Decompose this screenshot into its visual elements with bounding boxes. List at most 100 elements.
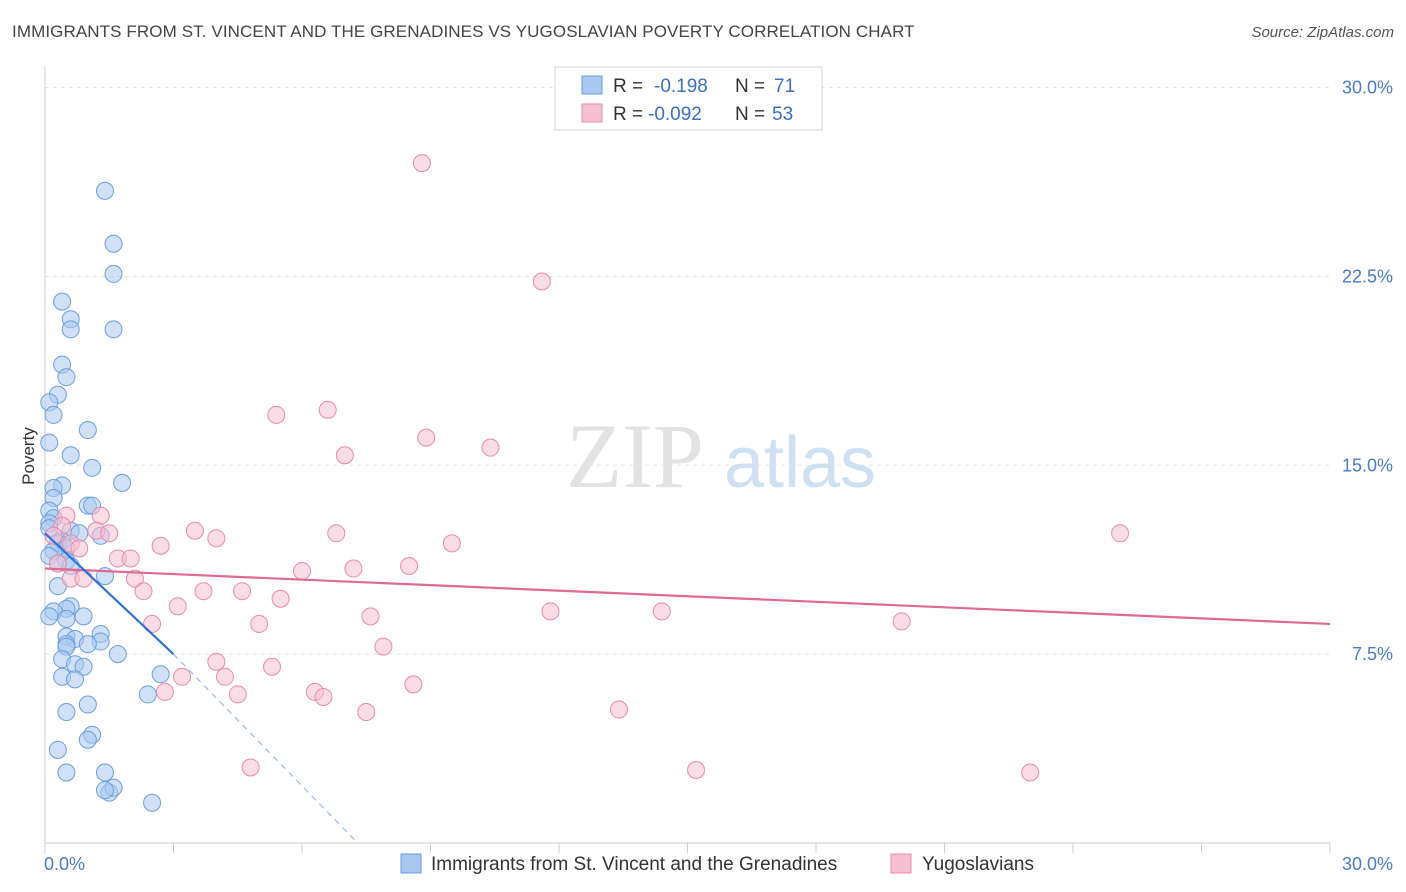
trend-line-blue-extension (173, 653, 359, 844)
data-point-pink (173, 667, 192, 686)
legend-n-label-pink: N = (735, 104, 765, 125)
data-point-blue (74, 657, 93, 676)
data-point-blue (83, 458, 102, 477)
data-point-blue (104, 320, 123, 339)
data-point-blue (95, 763, 114, 782)
data-point-pink (442, 534, 461, 553)
data-point-pink (1021, 763, 1040, 782)
legend-r-value-pink: -0.092 (648, 104, 702, 125)
legend-swatch-pink (581, 103, 603, 123)
data-point-pink (1111, 524, 1130, 543)
data-point-pink (151, 536, 170, 555)
data-point-blue (95, 781, 114, 800)
data-point-blue (40, 433, 59, 452)
x-tick-label-max: 30.0% (1342, 854, 1393, 874)
data-point-blue (48, 740, 67, 759)
data-point-pink (44, 526, 63, 545)
data-point-pink (892, 612, 911, 631)
data-point-pink (541, 602, 560, 621)
data-point-pink (185, 521, 204, 540)
data-point-pink (361, 607, 380, 626)
series-legend-label-pink: Yugoslavians (922, 854, 1034, 875)
data-point-pink (532, 272, 551, 291)
series-pink-points (44, 154, 1130, 782)
data-point-pink (100, 524, 119, 543)
data-point-pink (233, 582, 252, 601)
data-point-blue (53, 292, 72, 311)
series-legend-label-blue: Immigrants from St. Vincent and the Gren… (431, 854, 837, 875)
data-point-pink (121, 549, 140, 568)
grid-lines (45, 87, 1330, 655)
chart-source: Source: ZipAtlas.com (1251, 24, 1394, 41)
legend-n-label-blue: N = (735, 76, 765, 97)
data-point-blue (78, 730, 97, 749)
data-point-blue (95, 181, 114, 200)
data-point-pink (207, 529, 226, 548)
data-point-pink (344, 559, 363, 578)
series-legend: Immigrants from St. Vincent and the Gren… (400, 853, 1034, 875)
data-point-pink (143, 614, 162, 633)
data-point-blue (143, 793, 162, 812)
data-point-pink (404, 675, 423, 694)
data-point-pink (609, 700, 628, 719)
y-tick-labels: 7.5% 15.0% 22.5% 30.0% (1342, 78, 1393, 665)
data-point-pink (652, 602, 671, 621)
y-tick-label: 30.0% (1342, 78, 1393, 98)
y-tick-label: 22.5% (1342, 266, 1393, 286)
data-point-pink (168, 597, 187, 616)
data-point-pink (125, 569, 144, 588)
data-point-pink (228, 685, 247, 704)
data-point-pink (194, 582, 213, 601)
legend-r-value-blue: -0.198 (654, 76, 708, 97)
data-point-blue (57, 368, 76, 387)
data-point-pink (48, 554, 67, 573)
axes (44, 67, 1331, 853)
correlation-legend: R = -0.198 N = 71 R = -0.092 N = 53 (554, 66, 823, 131)
chart-title: IMMIGRANTS FROM ST. VINCENT AND THE GREN… (12, 22, 915, 41)
data-point-blue (65, 670, 84, 689)
data-point-pink (481, 438, 500, 457)
data-point-pink (374, 637, 393, 656)
data-point-blue (44, 405, 63, 424)
data-point-pink (417, 428, 436, 447)
data-point-pink (70, 539, 89, 558)
series-legend-swatch-blue (400, 853, 422, 874)
data-point-pink (134, 582, 153, 601)
data-point-blue (138, 685, 157, 704)
data-point-blue (108, 645, 127, 664)
legend-r-label-pink: R = (613, 104, 643, 125)
legend-n-value-blue: 71 (774, 76, 795, 97)
data-point-pink (271, 589, 290, 608)
data-point-pink (267, 405, 286, 424)
data-point-blue (74, 607, 93, 626)
legend-n-value-pink: 53 (772, 104, 793, 125)
data-point-pink (207, 652, 226, 671)
data-point-pink (293, 562, 311, 581)
y-tick-label: 15.0% (1342, 455, 1393, 475)
data-point-pink (74, 569, 93, 588)
data-point-pink (314, 687, 333, 706)
watermark-zip: ZIP (566, 405, 704, 507)
y-axis-label: Poverty (19, 427, 38, 485)
data-point-blue (113, 473, 132, 492)
trend-line-blue (44, 532, 175, 655)
data-point-blue (57, 609, 76, 628)
data-point-blue (61, 446, 80, 465)
y-tick-label: 7.5% (1352, 644, 1393, 664)
data-point-blue (57, 703, 76, 722)
trend-lines (44, 532, 1331, 844)
data-point-pink (327, 524, 346, 543)
series-legend-swatch-pink (890, 853, 912, 874)
data-point-blue (104, 264, 123, 283)
data-point-pink (357, 703, 376, 722)
data-point-pink (412, 154, 431, 173)
data-point-pink (241, 758, 260, 777)
data-point-pink (91, 506, 110, 525)
data-point-pink (263, 657, 282, 676)
data-point-blue (57, 763, 76, 782)
watermark-atlas: atlas (724, 423, 876, 503)
data-point-blue (78, 695, 97, 714)
data-point-pink (155, 682, 174, 701)
x-tick-labels: 0.0% 30.0% (44, 854, 1393, 874)
